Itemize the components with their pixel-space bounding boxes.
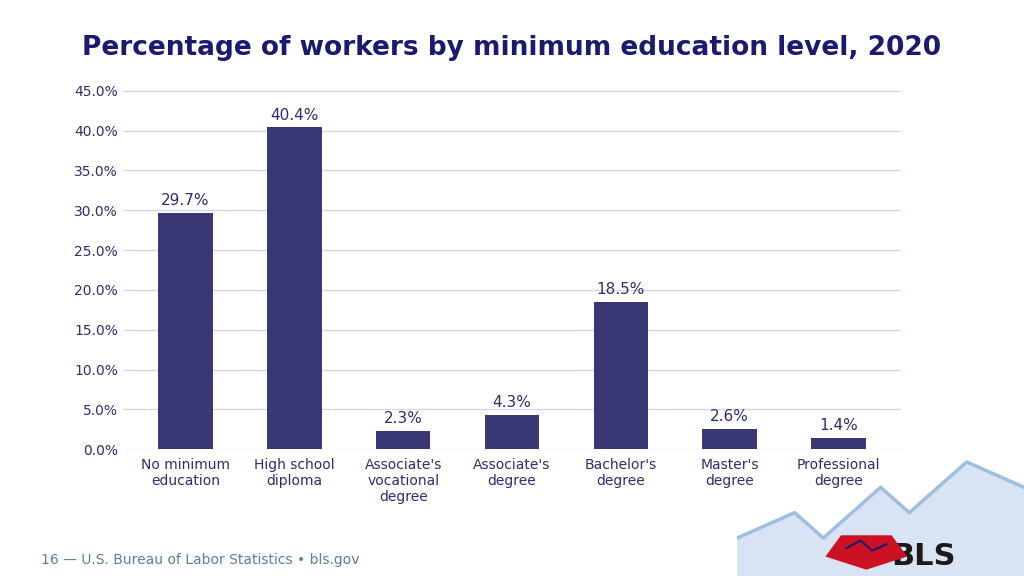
Polygon shape — [737, 462, 1024, 576]
Bar — [484, 415, 540, 449]
Bar — [267, 127, 322, 449]
Text: 4.3%: 4.3% — [493, 395, 531, 410]
Text: 1.4%: 1.4% — [819, 418, 858, 433]
Text: 40.4%: 40.4% — [270, 108, 318, 123]
Text: 29.7%: 29.7% — [161, 193, 210, 208]
Text: 2.6%: 2.6% — [711, 409, 750, 424]
Text: BLS: BLS — [892, 543, 955, 571]
Text: 16 — U.S. Bureau of Labor Statistics • bls.gov: 16 — U.S. Bureau of Labor Statistics • b… — [41, 554, 359, 567]
Bar — [159, 213, 213, 449]
Bar — [594, 302, 648, 449]
Text: 2.3%: 2.3% — [384, 411, 423, 426]
Bar — [811, 438, 865, 449]
Bar — [376, 431, 430, 449]
Bar — [702, 429, 757, 449]
Title: Percentage of workers by minimum education level, 2020: Percentage of workers by minimum educati… — [83, 36, 941, 62]
Text: 18.5%: 18.5% — [597, 282, 645, 297]
